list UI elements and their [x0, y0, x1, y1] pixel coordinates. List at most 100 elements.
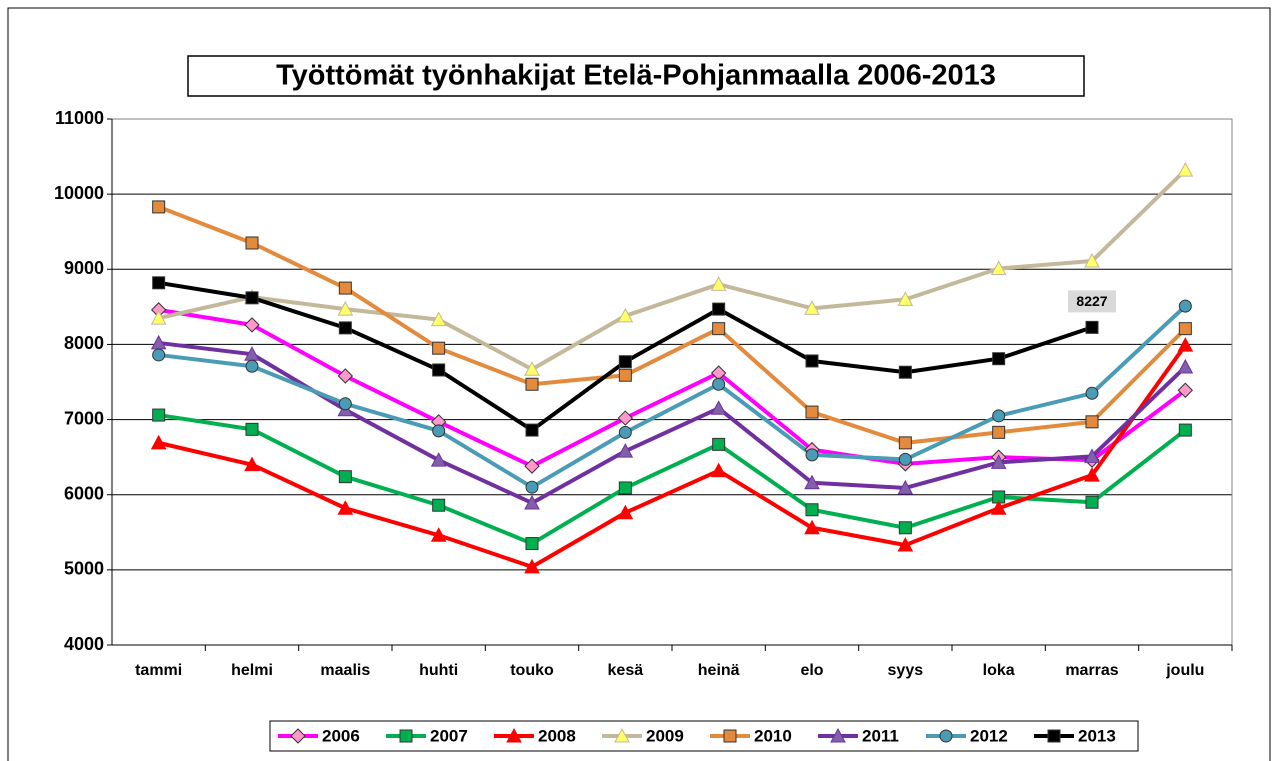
data-point	[710, 276, 727, 291]
data-point	[1178, 423, 1192, 437]
data-point	[804, 519, 820, 535]
y-tick-label: 9000	[64, 258, 104, 278]
data-point	[524, 361, 540, 376]
data-point	[525, 423, 539, 437]
x-tick-label: syys	[888, 662, 924, 679]
data-point	[990, 260, 1007, 276]
y-tick-label: 5000	[64, 559, 104, 579]
data-point	[712, 322, 726, 336]
legend-marker	[1047, 729, 1061, 743]
data-point	[1177, 337, 1194, 352]
data-point	[710, 462, 727, 478]
x-tick-label: helmi	[231, 662, 273, 679]
data-point	[338, 470, 352, 484]
data-point	[898, 452, 912, 466]
legend-label: 2008	[538, 726, 576, 745]
data-point	[430, 311, 447, 327]
data-point	[618, 355, 632, 369]
data-point	[337, 500, 354, 515]
data-point	[805, 503, 819, 517]
data-point	[617, 307, 634, 323]
legend-marker	[506, 727, 522, 743]
data-point	[992, 425, 1006, 439]
data-point	[338, 397, 352, 411]
data-point	[432, 341, 446, 355]
data-point	[525, 537, 539, 551]
series-line	[158, 304, 1187, 490]
data-point	[617, 443, 634, 458]
data-point	[897, 291, 914, 306]
x-tick-label: loka	[983, 662, 1015, 679]
x-tick-label: kesä	[608, 662, 644, 679]
data-point	[804, 474, 820, 490]
data-point	[430, 452, 447, 467]
plot-area	[111, 118, 1233, 646]
data-point	[805, 448, 819, 462]
legend-marker	[614, 727, 630, 743]
data-point	[337, 368, 354, 384]
legend-marker	[399, 729, 413, 743]
data-point	[710, 400, 727, 415]
data-point	[432, 498, 446, 512]
series-line	[158, 307, 1187, 469]
data-point	[992, 352, 1006, 366]
chart-title: Työttömät työnhakijat Etelä-Pohjanmaalla…	[276, 60, 996, 92]
data-point	[244, 456, 260, 472]
data-point	[1085, 495, 1099, 509]
data-point	[152, 276, 166, 290]
data-point	[618, 368, 632, 382]
data-point	[152, 348, 166, 362]
data-point	[992, 409, 1006, 423]
y-tick-label: 4000	[64, 634, 104, 654]
data-point	[338, 321, 352, 335]
data-point	[1085, 415, 1099, 429]
data-point	[1084, 448, 1100, 463]
data-point	[338, 281, 352, 295]
data-point	[430, 527, 447, 542]
data-point	[712, 377, 726, 391]
x-tick-label: tammi	[135, 662, 182, 679]
y-tick-label: 6000	[64, 483, 104, 503]
data-point	[1177, 358, 1194, 374]
legend-label: 2012	[970, 726, 1008, 745]
data-point	[805, 405, 819, 419]
data-point	[150, 434, 167, 450]
data-point	[245, 422, 259, 436]
x-tick-label: huhti	[419, 662, 458, 679]
x-tick-label: joulu	[1165, 662, 1204, 679]
data-point	[898, 436, 912, 450]
y-tick-label: 10000	[54, 183, 104, 203]
data-point	[432, 424, 446, 438]
data-point	[1085, 320, 1099, 334]
x-tick-label: heinä	[698, 662, 740, 679]
data-point	[990, 500, 1007, 515]
data-point	[524, 458, 540, 474]
data-point	[245, 236, 259, 250]
y-tick-label: 8000	[64, 333, 104, 353]
legend-marker	[723, 729, 737, 743]
data-point	[712, 302, 726, 316]
legend-label: 2011	[862, 726, 899, 745]
data-point	[525, 377, 539, 391]
series-line	[158, 168, 1187, 372]
series-line	[158, 413, 1187, 546]
data-point	[337, 301, 354, 316]
data-point	[1177, 382, 1194, 398]
data-point	[618, 481, 632, 495]
data-point	[1177, 162, 1194, 177]
y-tick-label: 7000	[64, 408, 104, 428]
title-box	[187, 55, 1085, 97]
x-tick-label: elo	[800, 662, 823, 679]
x-tick-label: marras	[1065, 662, 1118, 679]
data-label: 8227	[1076, 293, 1107, 309]
data-point	[244, 317, 260, 333]
data-label-box	[1068, 290, 1116, 313]
data-point	[898, 521, 912, 535]
data-point	[617, 504, 634, 520]
data-point	[617, 410, 634, 426]
data-point	[712, 437, 726, 451]
data-point	[524, 494, 540, 510]
data-point	[1085, 386, 1099, 400]
data-point	[525, 480, 539, 494]
